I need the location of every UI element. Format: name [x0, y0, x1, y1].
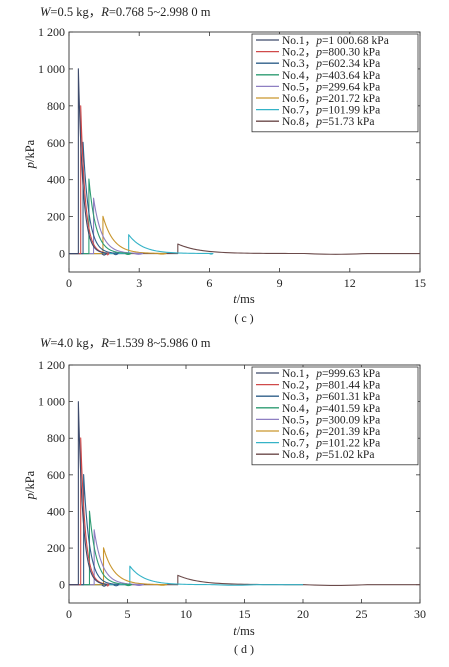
chart-panel-c: W=0.5 kg，R=0.768 5~2.998 0 m 0 200 400 600 8… — [23, 5, 426, 325]
y-tick-label: 400 — [47, 173, 65, 187]
series-line — [69, 474, 120, 587]
plot-frame — [68, 31, 421, 273]
x-tick-label: 12 — [344, 276, 356, 290]
x-tick-label: 0 — [66, 607, 72, 621]
series-line — [69, 565, 303, 586]
series-line — [69, 215, 167, 255]
y-tick-label: 400 — [47, 504, 65, 518]
x-tick-label: 30 — [414, 607, 426, 621]
legend-label: No.8，p=51.73 kPa — [282, 116, 374, 128]
legend-box — [251, 366, 419, 466]
legend-label: No.7，p=101.99 kPa — [282, 105, 380, 117]
panel-caption: ( c ) — [234, 311, 253, 325]
y-axis-label: p/kPa — [23, 139, 37, 169]
y-tick-label: 200 — [47, 541, 65, 555]
series-line — [69, 105, 110, 256]
legend-label: No.2，p=801.44 kPa — [282, 380, 380, 392]
series-line — [69, 401, 107, 587]
series-line — [69, 510, 133, 587]
y-axis-label: p/kPa — [23, 470, 37, 500]
legend-label: No.5，p=299.64 kPa — [282, 81, 380, 93]
legend-label: No.4，p=403.64 kPa — [282, 70, 380, 82]
chart-panel-d: W=4.0 kg，R=1.539 8~5.986 0 m 02004006008… — [23, 336, 426, 656]
series-line — [69, 437, 110, 587]
legend-label: No.6，p=201.39 kPa — [282, 426, 380, 438]
x-tick-label: 0 — [66, 276, 72, 290]
series-line — [69, 178, 132, 256]
x-tick-label: 15 — [239, 607, 251, 621]
legend-label: No.2，p=800.30 kPa — [282, 47, 380, 59]
plot-border — [68, 31, 421, 273]
x-axis-label: t/ms — [233, 624, 255, 638]
y-tick-label: 0 — [59, 578, 65, 592]
legend-label: No.3，p=601.31 kPa — [282, 391, 380, 403]
chart-header: W=4.0 kg，R=1.539 8~5.986 0 m — [40, 336, 211, 350]
series-line — [69, 547, 168, 586]
series-lines — [69, 68, 420, 256]
legend-label: No.5，p=300.09 kPa — [282, 414, 380, 426]
x-axis-ticks: 0 3 6 9 12 15 — [66, 32, 426, 290]
legend-label: No.8，p=51.02 kPa — [282, 449, 374, 461]
y-tick-label: 600 — [47, 468, 65, 482]
series-line — [69, 243, 420, 255]
y-axis-ticks: 0 200 400 600 800 1 000 1 200 — [38, 358, 420, 592]
x-tick-label: 10 — [180, 607, 192, 621]
y-tick-label: 1 000 — [38, 395, 65, 409]
panel-caption: ( d ) — [234, 642, 254, 656]
y-tick-label: 1 000 — [38, 62, 65, 76]
legend-label: No.4，p=401.59 kPa — [282, 403, 380, 415]
series-line — [69, 141, 119, 256]
y-tick-label: 1 200 — [38, 25, 65, 39]
y-tick-label: 0 — [59, 247, 65, 261]
x-tick-label: 9 — [277, 276, 283, 290]
x-tick-label: 3 — [136, 276, 142, 290]
x-tick-label: 15 — [414, 276, 426, 290]
series-lines — [69, 401, 420, 587]
y-tick-label: 800 — [47, 99, 65, 113]
y-tick-label: 200 — [47, 210, 65, 224]
chart-header: W=0.5 kg，R=0.768 5~2.998 0 m — [40, 5, 211, 19]
y-tick-label: 600 — [47, 136, 65, 150]
legend-label: No.7，p=101.22 kPa — [282, 438, 380, 450]
y-tick-label: 800 — [47, 431, 65, 445]
legend-label: No.3，p=602.34 kPa — [282, 58, 380, 70]
legend-label: No.1，p=1 000.68 kPa — [282, 35, 389, 47]
x-tick-label: 6 — [206, 276, 212, 290]
series-line — [69, 234, 214, 255]
x-tick-label: 20 — [297, 607, 309, 621]
y-axis-ticks: 0 200 400 600 800 1 000 1 200 — [38, 25, 420, 261]
y-tick-label: 1 200 — [38, 358, 65, 372]
x-tick-label: 5 — [125, 607, 131, 621]
legend-box — [251, 33, 419, 133]
series-line — [69, 68, 107, 256]
x-axis-ticks: 0 5 10 15 20 25 30 — [66, 365, 426, 621]
series-line — [69, 197, 144, 255]
series-line — [69, 529, 144, 586]
x-axis-label: t/ms — [233, 292, 255, 306]
legend-label: No.6，p=201.72 kPa — [282, 93, 380, 105]
legend-label: No.1，p=999.63 kPa — [282, 368, 380, 380]
x-tick-label: 25 — [356, 607, 368, 621]
